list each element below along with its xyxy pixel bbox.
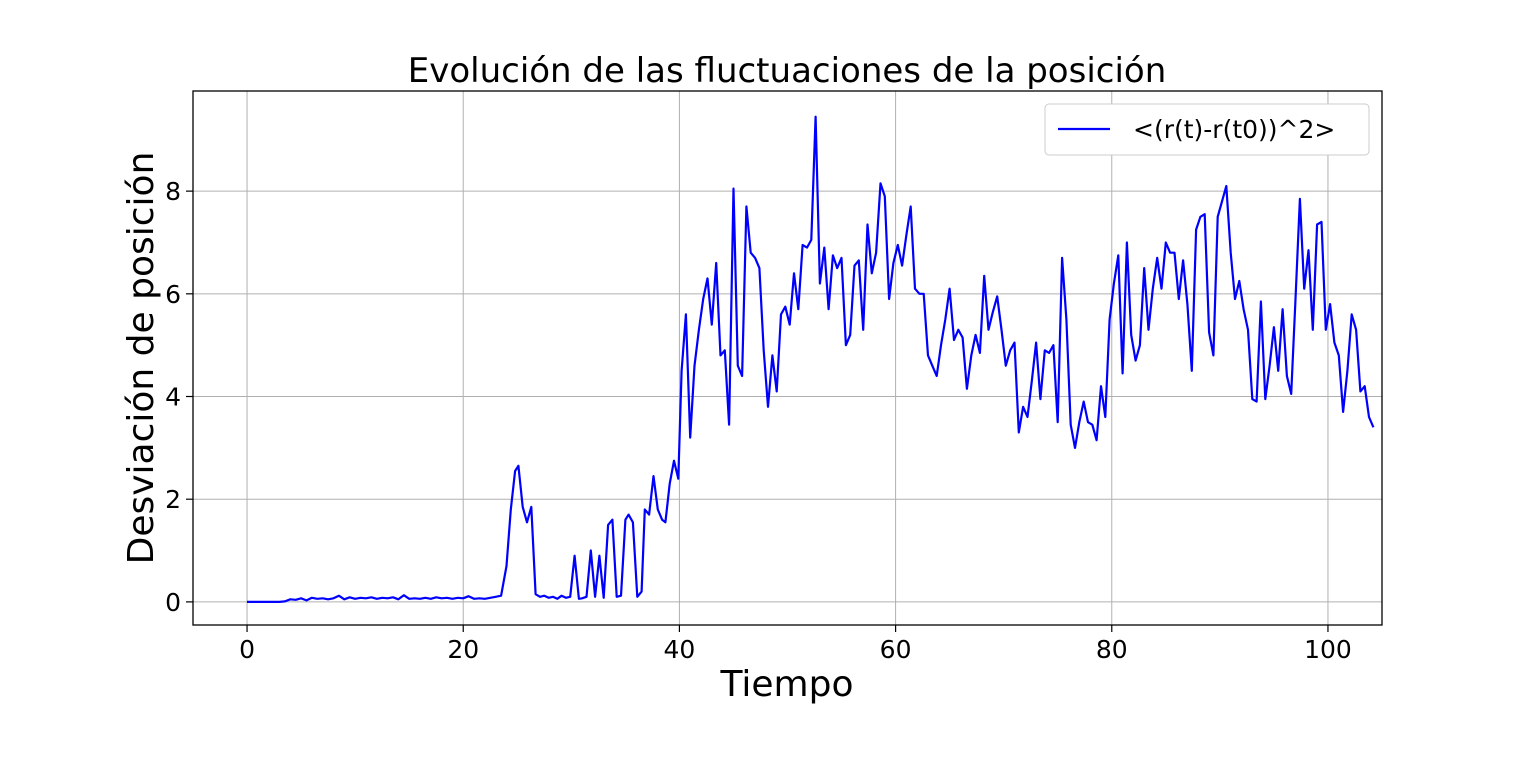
y-axis-label: Desviación de posición bbox=[121, 152, 162, 565]
legend: <(r(t)-r(t0))^2> bbox=[1044, 103, 1370, 156]
legend-entry: <(r(t)-r(t0))^2> bbox=[1133, 115, 1335, 144]
series-line bbox=[247, 115, 1375, 603]
y-tick-label: 8 bbox=[165, 177, 181, 206]
x-tick-label: 20 bbox=[447, 635, 479, 664]
x-tick-label: 40 bbox=[664, 635, 696, 664]
y-tick-label: 0 bbox=[165, 588, 181, 617]
y-tick-label: 2 bbox=[165, 485, 181, 514]
chart-title: Evolución de las fluctuaciones de la pos… bbox=[408, 51, 1167, 91]
legend-box bbox=[1044, 103, 1370, 156]
ticks: 0 20 40 60 80 100 0 2 4 6 8 bbox=[165, 177, 1352, 664]
grid bbox=[193, 91, 1382, 625]
x-axis-label: Tiempo bbox=[720, 664, 854, 705]
x-tick-label: 100 bbox=[1304, 635, 1352, 664]
series-layer bbox=[247, 115, 1375, 603]
x-tick-label: 0 bbox=[239, 635, 255, 664]
x-tick-label: 60 bbox=[880, 635, 912, 664]
y-tick-label: 6 bbox=[165, 280, 181, 309]
x-tick-label: 80 bbox=[1096, 635, 1128, 664]
plot-frame bbox=[192, 90, 1383, 626]
y-tick-label: 4 bbox=[165, 383, 181, 412]
